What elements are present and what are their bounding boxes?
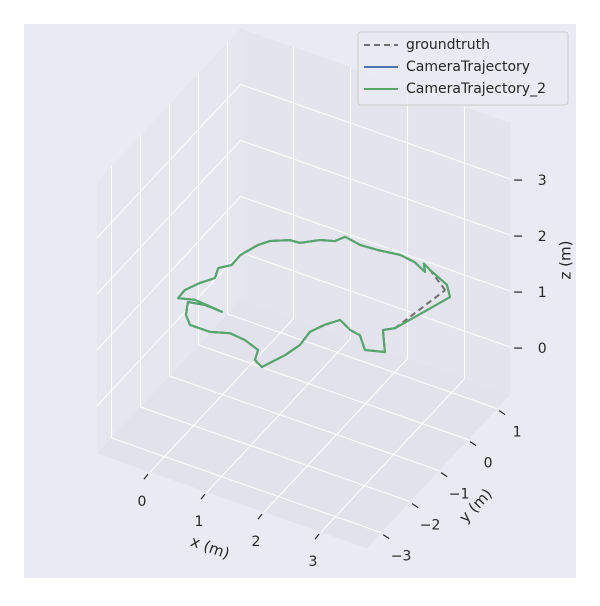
x-tick-label: 3 <box>309 554 318 570</box>
x-tick-label: 1 <box>195 514 204 530</box>
x-tick <box>314 533 320 540</box>
grid-line <box>96 252 241 407</box>
y-tick <box>382 534 390 540</box>
legend-label: groundtruth <box>406 37 490 53</box>
x-tick-label: 0 <box>138 494 147 510</box>
y-tick <box>440 472 448 478</box>
grid-line <box>240 195 511 292</box>
legend-box <box>357 31 569 106</box>
trajectory-line <box>177 235 451 368</box>
grid-line <box>227 313 498 410</box>
grid-line <box>96 196 241 351</box>
grid-line <box>240 251 511 348</box>
y-tick-label: −3 <box>391 549 412 565</box>
back-pane <box>240 28 511 395</box>
grid-line <box>198 344 469 441</box>
z-axis-label: z (m) <box>557 241 575 280</box>
x-tick <box>143 473 149 480</box>
z-tick-label: 2 <box>538 229 547 245</box>
y-tick-label: 0 <box>484 456 493 472</box>
y-tick <box>469 441 477 447</box>
x-tick <box>257 513 263 520</box>
z-tick-label: 0 <box>538 341 547 357</box>
grid-line <box>206 338 351 493</box>
y-tick-label: −2 <box>420 518 441 534</box>
grid-line <box>111 437 382 534</box>
y-tick <box>498 410 506 416</box>
grid-line <box>140 406 411 503</box>
grid-line <box>96 84 241 239</box>
left-pane <box>96 28 241 454</box>
grid-line <box>320 378 465 533</box>
grid-line <box>240 83 511 180</box>
y-tick-label: 1 <box>513 425 522 441</box>
grid-line <box>96 140 241 295</box>
floor-pane <box>96 300 511 549</box>
grid-line <box>169 375 440 472</box>
x-tick <box>200 493 206 500</box>
legend-label: CameraTrajectory <box>406 59 530 75</box>
y-tick-label: −1 <box>449 487 470 503</box>
grid-line <box>149 318 294 473</box>
legend-label: CameraTrajectory_2 <box>406 81 546 97</box>
z-tick-label: 3 <box>538 173 547 189</box>
grid-line <box>263 358 408 513</box>
z-tick-label: 1 <box>538 285 547 301</box>
grid-line <box>240 139 511 236</box>
y-tick <box>411 503 419 509</box>
x-tick-label: 2 <box>252 534 261 550</box>
